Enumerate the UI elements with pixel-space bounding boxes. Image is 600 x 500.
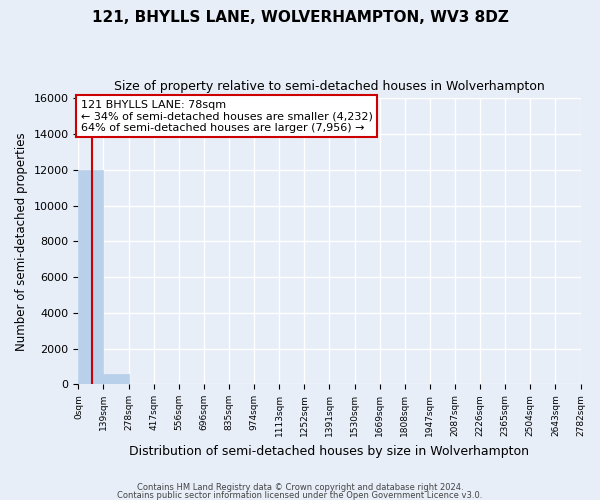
Bar [79, 170, 103, 384]
Text: 121 BHYLLS LANE: 78sqm
← 34% of semi-detached houses are smaller (4,232)
64% of : 121 BHYLLS LANE: 78sqm ← 34% of semi-det… [81, 100, 373, 133]
Text: Contains HM Land Registry data © Crown copyright and database right 2024.: Contains HM Land Registry data © Crown c… [137, 484, 463, 492]
Title: Size of property relative to semi-detached houses in Wolverhampton: Size of property relative to semi-detach… [114, 80, 545, 93]
Bar [103, 374, 128, 384]
Text: Contains public sector information licensed under the Open Government Licence v3: Contains public sector information licen… [118, 490, 482, 500]
X-axis label: Distribution of semi-detached houses by size in Wolverhampton: Distribution of semi-detached houses by … [130, 444, 529, 458]
Text: 121, BHYLLS LANE, WOLVERHAMPTON, WV3 8DZ: 121, BHYLLS LANE, WOLVERHAMPTON, WV3 8DZ [92, 10, 508, 25]
Y-axis label: Number of semi-detached properties: Number of semi-detached properties [15, 132, 28, 350]
